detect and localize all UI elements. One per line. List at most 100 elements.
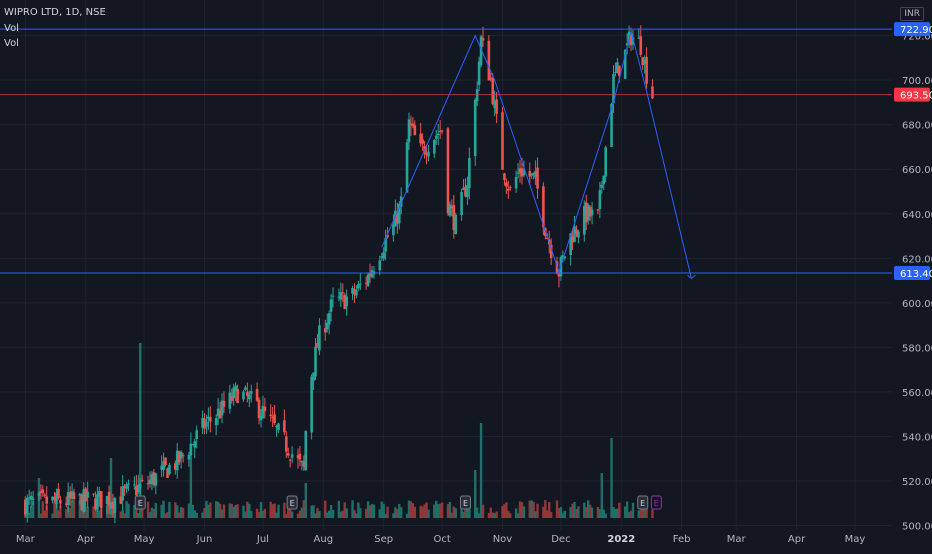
volume-bar: [479, 423, 483, 518]
candle-body: [353, 289, 356, 295]
volume-bar: [557, 508, 561, 518]
volume-bar: [244, 511, 247, 518]
volume-bar: [193, 510, 196, 518]
candle-body: [300, 460, 304, 463]
candle-body: [534, 170, 537, 178]
candle-body: [651, 86, 654, 99]
volume-bar: [29, 506, 33, 518]
volume-bar: [548, 502, 551, 518]
candle-body: [214, 418, 218, 426]
volume-bar: [421, 506, 424, 518]
volume-bar: [639, 505, 642, 518]
price-level-label: 693.50: [900, 91, 932, 102]
time-axis-background: [0, 530, 932, 550]
x-tick-label: Oct: [433, 534, 450, 545]
volume-bar: [195, 512, 198, 518]
candle-body: [323, 328, 327, 333]
x-tick-label: Jul: [256, 534, 269, 545]
candle-body: [179, 451, 183, 459]
candle-body: [121, 486, 124, 501]
earnings-marker: [637, 495, 649, 510]
volume-bar: [602, 509, 605, 518]
candle-body: [230, 395, 234, 401]
volume-bar: [92, 506, 95, 518]
candle-body: [259, 415, 263, 421]
y-tick-label: 720.00: [902, 32, 932, 43]
volume-bar: [563, 510, 567, 518]
candle-body: [625, 43, 629, 46]
candle-body: [277, 423, 280, 430]
earnings-marker-label: E: [138, 499, 143, 508]
candle-body: [409, 123, 413, 126]
candle-body: [209, 416, 212, 422]
volume-bar: [435, 500, 438, 518]
volume-bar: [137, 513, 140, 518]
candle-body: [150, 474, 154, 485]
candle-body: [427, 151, 430, 157]
y-tick-label: 580.00: [902, 343, 932, 354]
volume-bar: [66, 506, 70, 518]
volume-bar: [501, 506, 504, 518]
candle-body: [384, 238, 387, 252]
y-tick-label: 660.00: [902, 165, 932, 176]
volume-bar: [514, 508, 518, 518]
volume-bar: [446, 504, 450, 518]
vol-label: Vol: [4, 23, 19, 34]
volume-bar: [627, 512, 631, 518]
volume-bar: [400, 507, 403, 518]
volume-bar: [534, 511, 537, 518]
volume-bar: [59, 505, 62, 518]
candle-body: [189, 443, 193, 456]
volume-bar: [460, 500, 463, 518]
candle-body: [329, 299, 333, 312]
volume-bar: [248, 503, 251, 518]
candle-body: [86, 491, 89, 498]
volume-bar: [450, 512, 454, 518]
earnings-marker-label: E: [463, 499, 468, 508]
currency-button[interactable]: INR: [900, 7, 924, 21]
candle-body: [109, 504, 113, 509]
candle-body: [162, 461, 165, 470]
volume-bar: [84, 510, 87, 518]
candle-body: [419, 133, 422, 144]
volume-bar: [316, 508, 319, 518]
volume-bar: [232, 506, 235, 518]
volume-bar: [53, 501, 56, 518]
y-tick-label: 600.00: [902, 299, 932, 310]
candle-body: [378, 260, 382, 271]
volume-bar: [561, 513, 565, 518]
volume-bar: [341, 510, 344, 518]
y-tick-label: 520.00: [902, 477, 932, 488]
volume-bar: [259, 502, 263, 518]
volume-bar: [585, 507, 588, 518]
candle-body: [473, 99, 477, 156]
volume-bar: [127, 503, 130, 518]
candle-body: [154, 473, 158, 486]
candle-body: [249, 391, 253, 394]
volume-bar: [275, 512, 278, 518]
volume-bar: [394, 507, 397, 518]
volume-bar: [166, 512, 169, 518]
x-tick-label: Mar: [727, 534, 747, 545]
volume-bar: [189, 448, 193, 518]
candle-body: [637, 37, 641, 39]
volume-bar: [123, 513, 126, 518]
volume-bar: [283, 502, 286, 518]
volume-bar: [645, 506, 648, 518]
y-tick-label: 680.00: [902, 121, 932, 132]
volume-bar: [405, 513, 409, 518]
candle-body: [582, 206, 586, 235]
volume-bar: [544, 500, 547, 518]
x-tick-label: May: [845, 534, 866, 545]
candle-body: [434, 135, 438, 139]
volume-bar: [86, 506, 89, 518]
volume-bar: [314, 513, 317, 518]
candle-body: [343, 294, 347, 310]
candle-body: [220, 400, 224, 416]
volume-bar: [288, 508, 292, 518]
volume-bar: [271, 504, 274, 518]
volume-bar: [520, 502, 524, 518]
volume-bar: [70, 500, 74, 518]
volume-bar: [135, 502, 138, 518]
